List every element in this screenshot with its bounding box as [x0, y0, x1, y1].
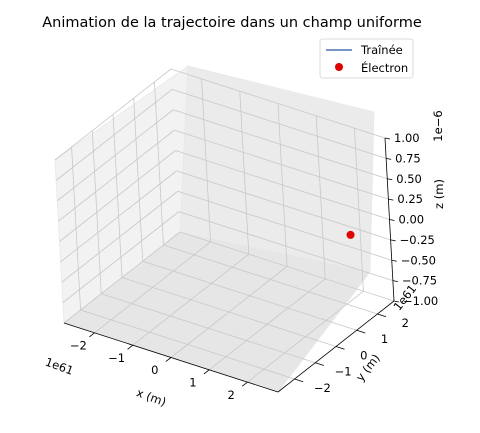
z-grid-line: [177, 190, 392, 261]
z-tick-mark: [392, 280, 398, 283]
z-tick-label: 0.00: [399, 213, 425, 227]
z-tick-label: 0.75: [395, 151, 421, 165]
z-tick-mark: [386, 157, 392, 160]
x-tick-label: −2: [70, 339, 87, 353]
z-scale-label: 1e−6: [431, 110, 445, 141]
legend-electron-swatch: [335, 63, 343, 71]
z-tick-label: −0.50: [401, 253, 436, 267]
z-tick-mark: [393, 300, 400, 303]
z-tick-mark: [391, 259, 397, 262]
y-tick-label: −1: [335, 365, 352, 379]
z-tick-label: 0.25: [397, 192, 423, 206]
data-layer: [346, 230, 355, 239]
z-tick-label: −0.75: [402, 274, 437, 288]
y-grid-line: [142, 260, 357, 331]
electron-point: [346, 230, 355, 239]
x-axis-label: x (m): [135, 385, 169, 409]
z-grid-line: [176, 170, 391, 241]
x-scale-label: 1e61: [43, 355, 75, 378]
y-tick-mark: [377, 313, 387, 318]
x-tick-label: 1: [189, 376, 196, 390]
z-grid-line: [178, 211, 393, 282]
z-grid-line: [170, 68, 386, 139]
z-grid-line: [58, 129, 175, 222]
z-grid-line: [61, 190, 178, 283]
y-grid-line: [163, 244, 378, 315]
chart-title: Animation de la trajectoire dans un cham…: [42, 15, 422, 31]
z-grid-line: [63, 231, 181, 324]
z-tick-label: −0.25: [400, 233, 435, 247]
z-grid-line: [179, 231, 395, 302]
z-grid-line: [57, 109, 174, 202]
y-tick-mark: [294, 378, 304, 383]
z-tick-mark: [389, 219, 395, 221]
y-tick-label: 1: [381, 332, 388, 346]
x-tick-mark: [203, 369, 210, 375]
x-tick-label: 0: [151, 363, 158, 377]
y-tick-mark: [335, 346, 345, 350]
z-axis-label: z (m): [432, 179, 446, 209]
z-grid-line: [174, 129, 389, 200]
x-tick-label: 2: [228, 388, 235, 402]
y-axis-label: y (m): [353, 351, 383, 384]
y-tick-label: 2: [402, 316, 409, 330]
grid-lines: [54, 68, 395, 383]
z-grid-line: [173, 109, 388, 180]
z-tick-mark: [387, 178, 393, 181]
x-tick-mark: [165, 357, 172, 362]
legend-box: [319, 38, 414, 79]
z-grid-line: [172, 88, 387, 159]
z-grid-line: [59, 150, 176, 242]
x-tick-mark: [127, 344, 134, 350]
x-tick-label: −1: [108, 351, 125, 365]
y-tick-label: −2: [314, 381, 331, 395]
z-tick-label: 1.00: [394, 131, 420, 145]
tick-marks: [89, 137, 400, 387]
legend-entry-electron: Électron: [361, 60, 408, 75]
z-grid-line: [60, 170, 177, 263]
legend-entry-trail: Traînée: [360, 43, 403, 57]
z-tick-label: 0.50: [396, 172, 422, 186]
z-tick-mark: [390, 239, 396, 242]
legend: Traînée Électron: [319, 38, 414, 79]
y-tick-label: 0: [360, 348, 367, 362]
y-grid-line: [121, 277, 337, 347]
y-tick-mark: [315, 362, 324, 366]
z-tick-mark: [388, 198, 394, 201]
z-tick-mark: [384, 137, 391, 140]
z-grid-line: [62, 211, 180, 303]
z-tick-label: −1.00: [403, 294, 438, 308]
y-grid-line: [101, 293, 316, 364]
x-tick-mark: [241, 381, 248, 387]
y-tick-mark: [356, 329, 366, 334]
z-grid-line: [54, 68, 172, 161]
y-grid-line: [80, 309, 295, 380]
x-tick-mark: [89, 332, 95, 338]
z-grid-line: [175, 150, 390, 220]
z-grid-line: [55, 89, 173, 181]
